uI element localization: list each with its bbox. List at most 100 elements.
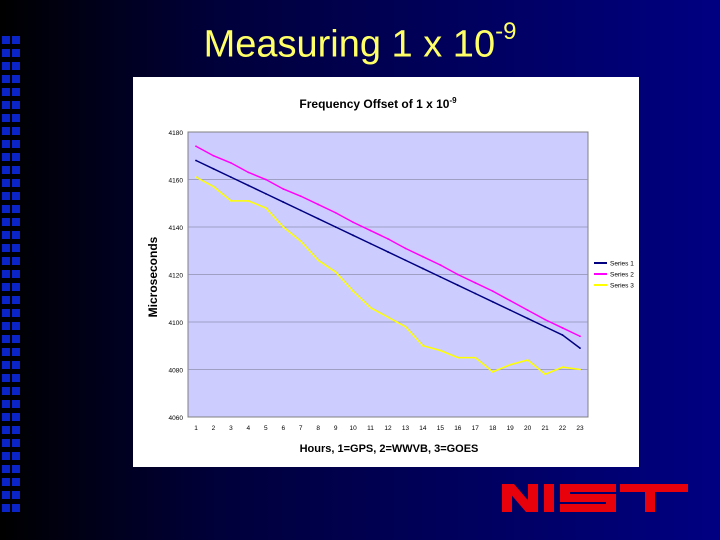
x-tick-label: 11: [367, 425, 374, 432]
series-1-point: [369, 242, 372, 245]
x-tick-label: 23: [576, 425, 584, 432]
series-1-point: [526, 317, 529, 320]
x-tick-label: 21: [541, 425, 549, 432]
x-tick-label: 16: [454, 425, 462, 432]
series-3-point: [334, 271, 337, 274]
square-column-right: [12, 36, 22, 517]
y-tick-label: 4180: [169, 130, 184, 137]
x-tick-label: 3: [229, 425, 233, 432]
series-1-point: [334, 226, 337, 228]
series-1-point: [387, 251, 389, 253]
series-2-point: [422, 255, 424, 258]
series-3-point: [579, 368, 581, 371]
series-3-point: [456, 356, 459, 359]
x-tick-label: 4: [247, 425, 251, 432]
x-tick-label: 6: [281, 425, 285, 432]
x-tick-label: 17: [472, 425, 480, 432]
slide-title-text: Measuring 1 x 10: [203, 23, 496, 66]
y-tick-label: 4060: [169, 415, 184, 422]
slide-title-exponent: -9: [495, 18, 517, 45]
x-tick-label: 7: [299, 425, 303, 432]
series-1-point: [456, 284, 459, 287]
series-2-point: [317, 203, 320, 206]
series-3-point: [404, 325, 407, 328]
series-3-point: [352, 290, 354, 293]
series-1-point: [230, 176, 232, 179]
series-2-point: [195, 145, 197, 148]
x-tick-label: 5: [264, 425, 268, 432]
series-1-point: [509, 309, 512, 312]
series-2-point: [230, 161, 232, 164]
series-1-point: [282, 201, 285, 203]
legend-label-3: Series 3: [610, 283, 634, 290]
series-1-point: [579, 347, 581, 350]
series-3-point: [299, 240, 302, 243]
series-2-point: [299, 195, 302, 198]
series-3-point: [491, 370, 494, 373]
series-2-point: [369, 229, 372, 232]
series-3-point: [474, 356, 477, 359]
series-3-point: [212, 185, 215, 188]
x-tick-label: 22: [559, 425, 567, 432]
x-tick-label: 2: [212, 425, 216, 432]
chart-title: Frequency Offset of 1 x 10-9: [299, 96, 457, 111]
series-2-point: [282, 188, 285, 190]
x-tick-label: 10: [349, 425, 357, 432]
series-1-point: [404, 259, 407, 262]
series-3-point: [561, 366, 564, 369]
series-2-point: [544, 318, 546, 321]
series-2-point: [247, 171, 250, 174]
x-tick-label: 15: [437, 425, 445, 432]
y-tick-label: 4160: [169, 178, 184, 185]
x-tick-label: 14: [419, 425, 427, 432]
series-3-point: [317, 259, 320, 262]
x-tick-label: 20: [524, 425, 532, 432]
series-1-point: [317, 217, 320, 220]
y-tick-label: 4120: [169, 273, 184, 280]
square-column-left: [2, 36, 22, 517]
chart-title-exponent: -9: [449, 96, 457, 105]
series-1-point: [352, 234, 354, 237]
x-tick-label: 19: [507, 425, 515, 432]
line-chart: Frequency Offset of 1 x 10-9 Hours, 1=GP…: [146, 96, 634, 455]
series-2-point: [387, 237, 389, 240]
x-tick-label: 18: [489, 425, 497, 432]
series-1-point: [422, 267, 424, 270]
side-decoration: [0, 0, 88, 540]
series-2-point: [439, 264, 442, 266]
series-2-point: [561, 327, 564, 329]
series-1-point: [299, 209, 302, 212]
series-2-point: [526, 309, 529, 312]
series-3-point: [422, 344, 424, 347]
slide-title: Measuring 1 x 10-9: [0, 18, 720, 67]
chart-container: Frequency Offset of 1 x 10-9 Hours, 1=GP…: [133, 77, 639, 467]
series-2-point: [456, 273, 459, 276]
x-tick-label: 13: [402, 425, 410, 432]
series-1-point: [561, 334, 564, 336]
series-2-point: [474, 281, 477, 284]
x-tick-label: 12: [384, 425, 392, 432]
series-1-point: [439, 275, 442, 278]
series-2-point: [579, 335, 581, 338]
x-tick-label: 1: [194, 425, 198, 432]
series-2-point: [334, 211, 337, 214]
series-1-point: [247, 184, 250, 187]
series-2-point: [491, 290, 494, 293]
series-1-point: [212, 167, 215, 170]
series-1-point: [264, 192, 267, 195]
series-1-point: [474, 292, 477, 295]
series-3-point: [282, 226, 285, 228]
series-2-point: [509, 299, 512, 302]
y-axis-label: Microseconds: [146, 236, 160, 317]
series-2-point: [212, 154, 215, 157]
series-1-point: [491, 300, 494, 303]
legend-label-1: Series 1: [610, 261, 634, 268]
series-3-point: [195, 176, 197, 179]
series-3-point: [526, 359, 529, 361]
series-1-point: [544, 325, 546, 328]
y-tick-label: 4080: [169, 368, 184, 375]
legend-label-2: Series 2: [610, 272, 634, 279]
y-tick-label: 4100: [169, 320, 184, 327]
series-3-point: [247, 199, 250, 202]
series-3-point: [439, 349, 442, 352]
